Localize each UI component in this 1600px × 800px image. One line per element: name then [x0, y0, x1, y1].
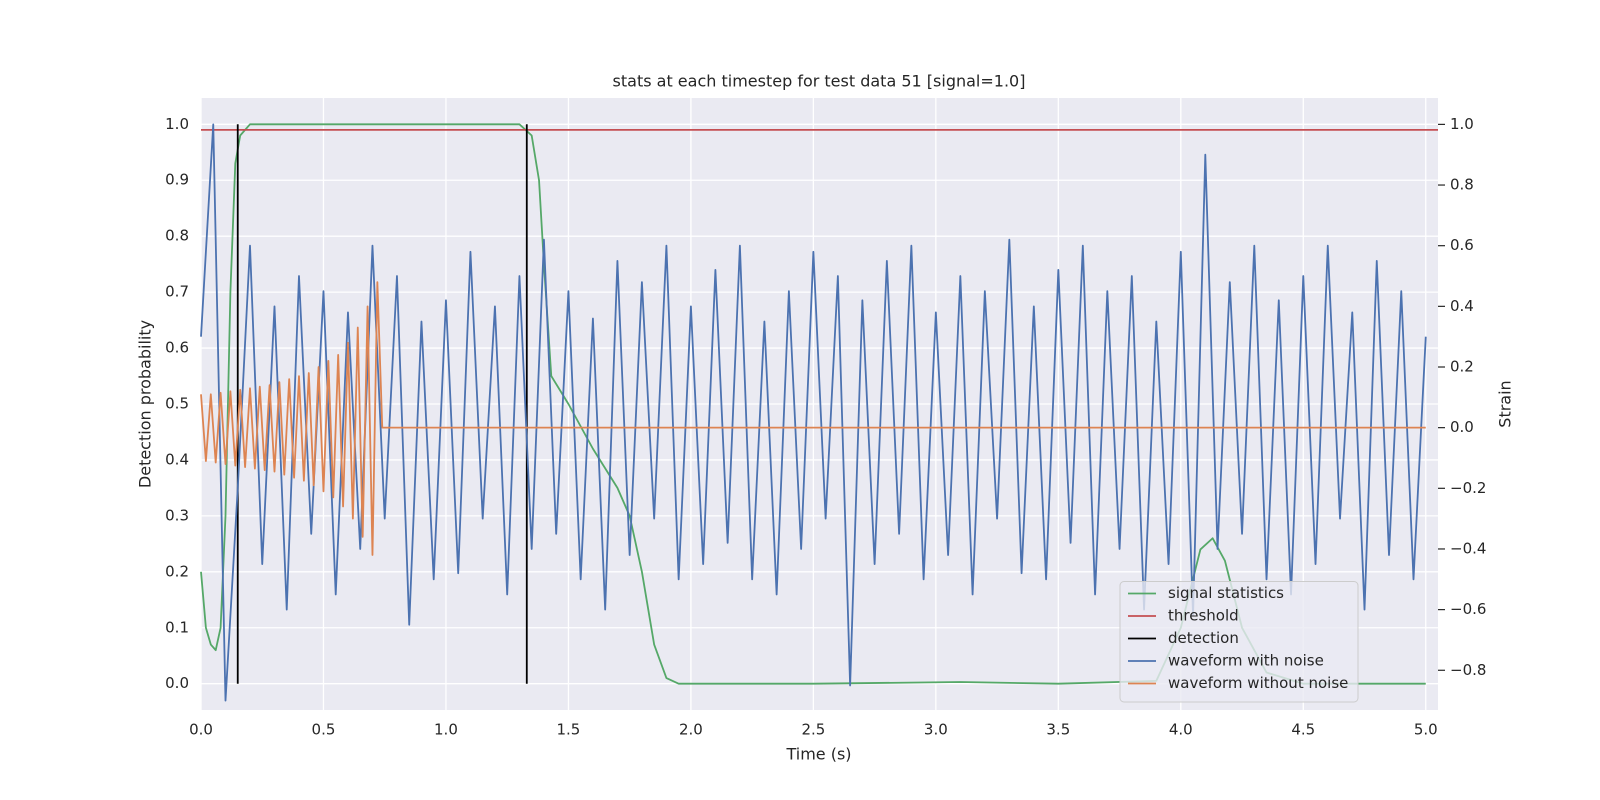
series-line	[200, 123, 1427, 702]
y2-tick-label: 0.6	[1450, 236, 1474, 254]
y-tick-label: 0.6	[165, 339, 189, 357]
x-tick-label: 2.5	[801, 721, 825, 739]
y2-tick-label: 1.0	[1450, 115, 1474, 133]
y-tick-label: 0.3	[165, 506, 189, 524]
legend-label: signal statistics	[1168, 584, 1284, 602]
y-tick-label: 0.9	[165, 171, 189, 189]
grid	[200, 98, 1438, 710]
y2-tick-label: −0.2	[1450, 479, 1486, 497]
x-axis-label: Time (s)	[785, 745, 851, 764]
y-axis-label: Detection probability	[136, 320, 155, 488]
y2-tick-label: −0.6	[1450, 600, 1486, 618]
marks	[200, 123, 1438, 702]
y-tick-label: 0.8	[165, 227, 189, 245]
x-tick-label: 3.0	[924, 721, 948, 739]
series-line	[200, 281, 1426, 556]
y2-tick-label: 0.0	[1450, 418, 1474, 436]
legend-label: waveform without noise	[1168, 674, 1348, 692]
x-tick-label: 1.0	[434, 721, 458, 739]
x-tick-label: 5.0	[1414, 721, 1438, 739]
chart-title: stats at each timestep for test data 51 …	[613, 72, 1026, 91]
y-tick-label: 0.7	[165, 283, 189, 301]
y-tick-label: 1.0	[165, 115, 189, 133]
y-tick-label: 0.2	[165, 562, 189, 580]
x-tick-label: 0.5	[312, 721, 336, 739]
y2-tick-label: −0.8	[1450, 661, 1486, 679]
legend-label: waveform with noise	[1168, 652, 1324, 670]
y-tick-label: 0.0	[165, 674, 189, 692]
y2-tick-label: −0.4	[1450, 539, 1486, 557]
series-line	[200, 123, 1426, 685]
legend-box	[1119, 581, 1359, 703]
y2-axis-label: Strain	[1496, 380, 1515, 427]
x-tick-label: 3.5	[1046, 721, 1070, 739]
y2-tick-label: 0.4	[1450, 297, 1474, 315]
y2-tick-label: 0.2	[1450, 358, 1474, 376]
series-line	[236, 124, 528, 684]
legend-label: detection	[1168, 629, 1239, 647]
x-tick-label: 0.0	[189, 721, 213, 739]
x-tick-label: 1.5	[556, 721, 580, 739]
y-tick-label: 0.4	[165, 450, 189, 468]
y-tick-label: 0.1	[165, 618, 189, 636]
y2-tick-label: 0.8	[1450, 176, 1474, 194]
x-tick-label: 2.0	[679, 721, 703, 739]
x-tick-label: 4.5	[1291, 721, 1315, 739]
legend-label: threshold	[1168, 607, 1239, 625]
y-tick-label: 0.5	[165, 395, 189, 413]
legend: signal statistics threshold detection wavef…	[1119, 581, 1359, 703]
x-tick-label: 4.0	[1169, 721, 1193, 739]
